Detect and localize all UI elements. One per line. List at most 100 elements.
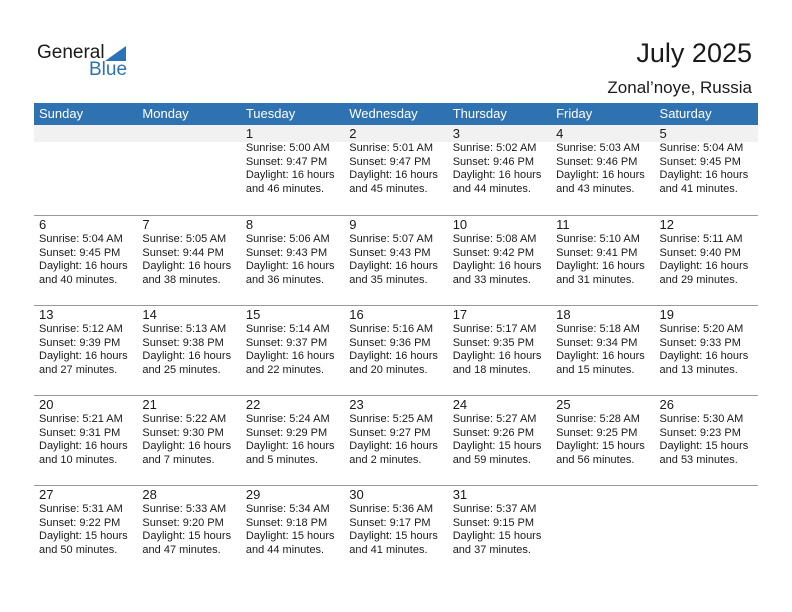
daylight-text: Daylight: 15 hours bbox=[245, 530, 335, 543]
day-number: 6 bbox=[39, 217, 47, 232]
daylight-minutes-text: and 41 minutes. bbox=[659, 182, 738, 195]
sunset-text: Sunset: 9:39 PM bbox=[39, 336, 121, 349]
day-number-band bbox=[34, 125, 758, 142]
weekday-thursday: Thursday bbox=[452, 106, 507, 121]
sunset-text: Sunset: 9:23 PM bbox=[659, 426, 741, 439]
sunrise-text: Sunrise: 5:36 AM bbox=[349, 503, 434, 515]
daylight-text: Daylight: 16 hours bbox=[39, 440, 128, 453]
sunset-text: Sunset: 9:46 PM bbox=[452, 155, 535, 168]
sunrise-text: Sunrise: 5:31 AM bbox=[39, 503, 123, 515]
day-number: 14 bbox=[142, 307, 157, 322]
sunrise-text: Sunrise: 5:13 AM bbox=[142, 323, 227, 335]
day-number: 26 bbox=[659, 397, 674, 412]
daylight-minutes-text: and 33 minutes. bbox=[452, 273, 531, 286]
daylight-text: Daylight: 16 hours bbox=[659, 169, 749, 182]
sunrise-text: Sunrise: 5:14 AM bbox=[245, 323, 330, 335]
daylight-minutes-text: and 25 minutes. bbox=[142, 363, 221, 376]
sunset-text: Sunset: 9:29 PM bbox=[245, 426, 328, 439]
sunrise-text: Sunrise: 5:21 AM bbox=[39, 413, 123, 425]
sunset-text: Sunset: 9:46 PM bbox=[556, 155, 638, 168]
day-number: 22 bbox=[245, 397, 261, 412]
daylight-minutes-text: and 56 minutes. bbox=[556, 453, 635, 466]
daylight-text: Daylight: 16 hours bbox=[39, 350, 128, 363]
sunrise-text: Sunrise: 5:11 AM bbox=[659, 233, 743, 245]
daylight-text: Daylight: 16 hours bbox=[659, 260, 749, 273]
daylight-minutes-text: and 20 minutes. bbox=[349, 363, 428, 376]
day-number: 9 bbox=[349, 217, 357, 232]
daylight-minutes-text: and 44 minutes. bbox=[452, 182, 531, 195]
daylight-minutes-text: and 7 minutes. bbox=[142, 453, 215, 466]
week-row: 27 Sunrise: 5:31 AM Sunset: 9:22 PM Dayligh… bbox=[34, 485, 758, 576]
sunrise-text: Sunrise: 5:03 AM bbox=[556, 142, 640, 154]
daylight-minutes-text: and 22 minutes. bbox=[245, 363, 325, 376]
weekday-sunday: Sunday bbox=[39, 106, 84, 121]
sunrise-text: Sunrise: 5:02 AM bbox=[452, 142, 537, 154]
day-cell: 9 Sunrise: 5:07 AM Sunset: 9:43 PM Daylight… bbox=[344, 216, 447, 306]
day-number: 2 bbox=[349, 126, 357, 141]
day-number: 13 bbox=[39, 307, 54, 322]
daylight-minutes-text: and 37 minutes. bbox=[452, 543, 531, 556]
sunset-text: Sunset: 9:44 PM bbox=[142, 246, 224, 259]
sunrise-text: Sunrise: 5:04 AM bbox=[659, 142, 744, 154]
week-row: 20 Sunrise: 5:21 AM Sunset: 9:31 PM Dayligh… bbox=[34, 395, 758, 486]
sunrise-text: Sunrise: 5:06 AM bbox=[245, 233, 330, 245]
daylight-text: Daylight: 16 hours bbox=[452, 260, 542, 273]
day-cell: 23 Sunrise: 5:25 AM Sunset: 9:27 PM Dayligh… bbox=[344, 396, 447, 486]
sunset-text: Sunset: 9:40 PM bbox=[659, 246, 741, 259]
day-cell: 22 Sunrise: 5:24 AM Sunset: 9:29 PM Dayligh… bbox=[241, 396, 344, 486]
week-row: 13 Sunrise: 5:12 AM Sunset: 9:39 PM Dayligh… bbox=[34, 305, 758, 396]
daylight-minutes-text: and 13 minutes. bbox=[659, 363, 738, 376]
sunrise-text: Sunrise: 5:07 AM bbox=[349, 233, 434, 245]
empty-day-cell bbox=[137, 125, 240, 215]
day-cell: 10 Sunrise: 5:08 AM Sunset: 9:42 PM Dayligh… bbox=[448, 216, 551, 306]
daylight-minutes-text: and 27 minutes. bbox=[39, 363, 118, 376]
sunrise-text: Sunrise: 5:17 AM bbox=[452, 323, 537, 335]
sunset-text: Sunset: 9:18 PM bbox=[245, 516, 328, 529]
day-number: 15 bbox=[245, 307, 261, 322]
daylight-minutes-text: and 5 minutes. bbox=[245, 453, 318, 466]
day-cell: 27 Sunrise: 5:31 AM Sunset: 9:22 PM Dayligh… bbox=[34, 486, 137, 576]
daylight-text: Daylight: 15 hours bbox=[142, 530, 232, 543]
daylight-minutes-text: and 47 minutes. bbox=[142, 543, 221, 556]
day-cell: 29 Sunrise: 5:34 AM Sunset: 9:18 PM Dayligh… bbox=[241, 486, 344, 576]
daylight-minutes-text: and 46 minutes. bbox=[245, 182, 325, 195]
sunset-text: Sunset: 9:45 PM bbox=[39, 246, 121, 259]
empty-day-cell bbox=[655, 486, 758, 576]
daylight-text: Daylight: 16 hours bbox=[245, 169, 335, 182]
day-number: 12 bbox=[659, 217, 674, 232]
day-number: 1 bbox=[245, 126, 254, 141]
daylight-text: Daylight: 16 hours bbox=[556, 169, 645, 182]
daylight-text: Daylight: 16 hours bbox=[452, 350, 542, 363]
daylight-minutes-text: and 43 minutes. bbox=[556, 182, 635, 195]
daylight-text: Daylight: 16 hours bbox=[245, 260, 335, 273]
weekday-saturday: Saturday bbox=[659, 106, 712, 121]
daylight-minutes-text: and 31 minutes. bbox=[556, 273, 635, 286]
daylight-text: Daylight: 16 hours bbox=[452, 169, 542, 182]
daylight-text: Daylight: 15 hours bbox=[349, 530, 438, 543]
day-cell: 26 Sunrise: 5:30 AM Sunset: 9:23 PM Dayligh… bbox=[655, 396, 758, 486]
sunset-text: Sunset: 9:27 PM bbox=[349, 426, 431, 439]
daylight-minutes-text: and 41 minutes. bbox=[349, 543, 428, 556]
day-cell: 6 Sunrise: 5:04 AM Sunset: 9:45 PM Daylight… bbox=[34, 216, 137, 306]
daylight-minutes-text: and 59 minutes. bbox=[452, 453, 531, 466]
day-cell: 31 Sunrise: 5:37 AM Sunset: 9:15 PM Dayligh… bbox=[448, 486, 551, 576]
daylight-minutes-text: and 38 minutes. bbox=[142, 273, 221, 286]
sunrise-text: Sunrise: 5:25 AM bbox=[349, 413, 434, 425]
day-number: 24 bbox=[452, 397, 468, 412]
sunrise-text: Sunrise: 5:34 AM bbox=[245, 503, 330, 515]
day-cell: 8 Sunrise: 5:06 AM Sunset: 9:43 PM Daylight… bbox=[241, 216, 344, 306]
daylight-text: Daylight: 15 hours bbox=[556, 440, 645, 453]
daylight-text: Daylight: 16 hours bbox=[245, 440, 335, 453]
sunrise-text: Sunrise: 5:30 AM bbox=[659, 413, 744, 425]
daylight-text: Daylight: 16 hours bbox=[349, 440, 438, 453]
sunrise-text: Sunrise: 5:37 AM bbox=[452, 503, 537, 515]
sunrise-text: Sunrise: 5:00 AM bbox=[245, 142, 330, 154]
day-cell: 14 Sunrise: 5:13 AM Sunset: 9:38 PM Dayligh… bbox=[137, 306, 240, 396]
day-number: 31 bbox=[452, 487, 468, 502]
weekday-monday: Monday bbox=[142, 106, 189, 121]
day-number: 28 bbox=[142, 487, 157, 502]
sunset-text: Sunset: 9:47 PM bbox=[245, 155, 328, 168]
sunset-text: Sunset: 9:33 PM bbox=[659, 336, 741, 349]
day-number: 3 bbox=[452, 126, 460, 141]
